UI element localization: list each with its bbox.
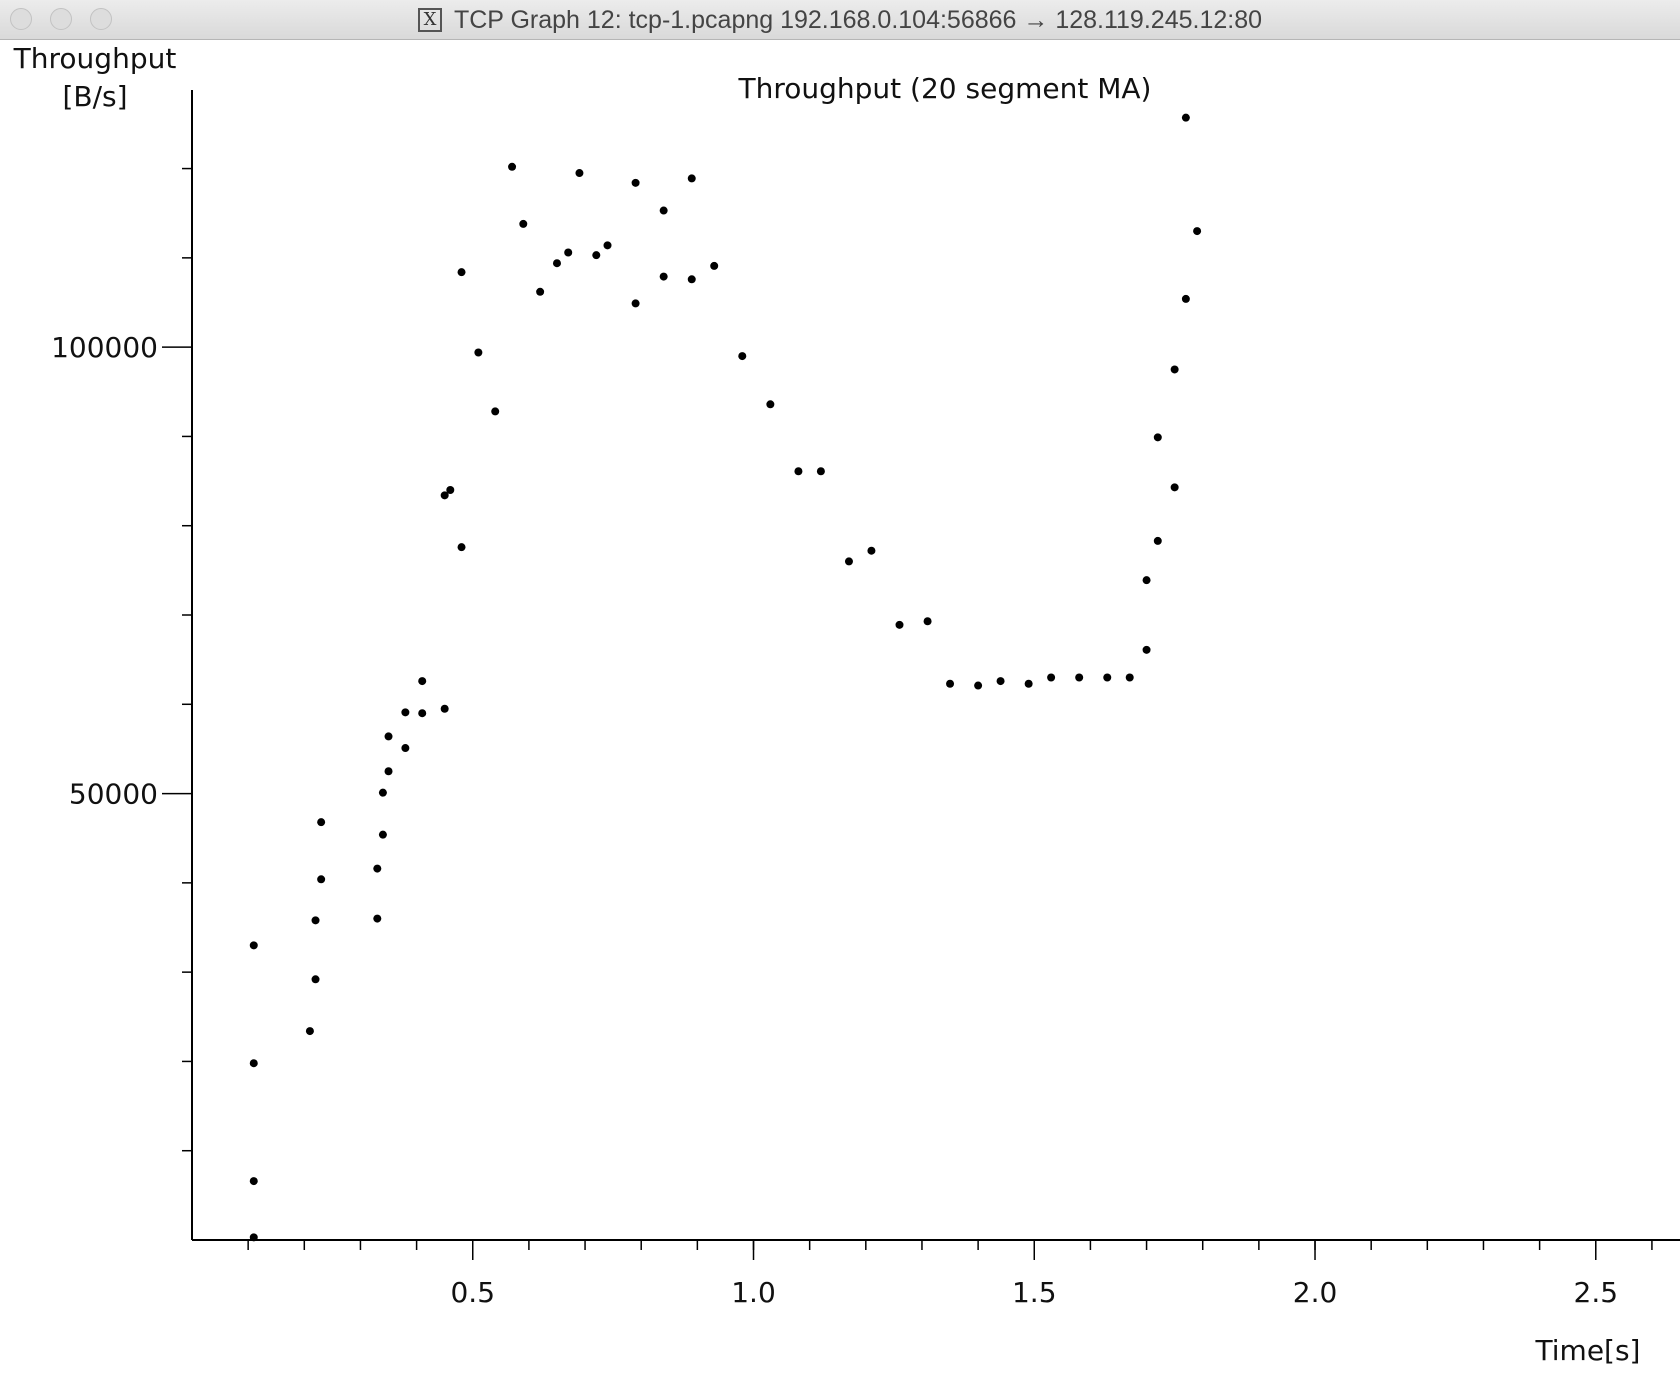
data-point [974,681,983,690]
data-point [519,219,528,228]
y-tick-label: 100000 [51,331,158,364]
data-point [317,875,326,884]
window-title-group: X TCP Graph 12: tcp-1.pcapng 192.168.0.1… [0,0,1680,40]
data-point [816,467,825,476]
y-axis-label-line2: [B/s] [62,80,127,113]
data-point [575,169,584,178]
data-point [373,864,382,873]
chart-title: Throughput (20 segment MA) [738,72,1152,105]
data-point [249,1177,258,1186]
data-point [631,299,640,308]
data-point [844,557,853,566]
data-point [738,352,747,361]
data-point [592,251,601,260]
data-point [457,268,466,277]
data-point [311,916,320,925]
data-point [996,677,1005,686]
data-point [1193,227,1202,236]
data-point [249,1233,258,1242]
data-point [418,677,427,686]
window-titlebar: X TCP Graph 12: tcp-1.pcapng 192.168.0.1… [0,0,1680,40]
data-point [401,744,410,753]
x11-icon: X [417,8,442,32]
y-tick-label: 50000 [69,778,158,811]
data-point [603,241,612,250]
data-point [536,287,545,296]
data-point [687,174,696,183]
data-point [687,275,696,284]
data-point [305,1027,314,1036]
x-tick-label: 2.5 [1574,1276,1619,1309]
x-tick-label: 1.0 [731,1276,776,1309]
data-point [631,178,640,187]
data-point [1142,576,1151,585]
x-tick-label: 1.5 [1012,1276,1057,1309]
chart-area[interactable]: Throughput (20 segment MA) Throughput [B… [0,40,1680,1376]
data-point [659,206,668,215]
data-point [1153,536,1162,545]
y-axis-label-line1: Throughput [13,42,177,75]
data-point [710,261,719,270]
data-point [1153,433,1162,442]
data-point [1170,483,1179,492]
data-point [401,708,410,717]
data-point [384,732,393,741]
data-point [249,941,258,950]
data-point [491,407,500,416]
data-point [508,162,517,171]
data-point [1024,679,1033,688]
data-point [418,709,427,718]
data-point [446,486,455,494]
data-point [378,830,387,839]
close-window-button[interactable] [10,8,32,30]
data-point [1125,673,1134,682]
data-point [311,975,320,984]
data-point [440,491,449,500]
x-axis-label: Time[s] [1535,1334,1641,1367]
data-point [564,248,573,257]
data-point [474,348,483,357]
throughput-chart[interactable]: Throughput (20 segment MA) Throughput [B… [0,40,1680,1376]
data-point [378,788,387,797]
data-point [457,543,466,552]
data-point [659,272,668,281]
data-point [249,1059,258,1068]
data-point [440,704,449,713]
minimize-window-button[interactable] [50,8,72,30]
data-point [1103,673,1112,682]
data-point [794,467,803,476]
data-point [766,400,775,409]
data-point [1181,294,1190,303]
data-point [1075,673,1084,682]
zoom-window-button[interactable] [90,8,112,30]
data-point [373,914,382,923]
window-title: TCP Graph 12: tcp-1.pcapng 192.168.0.104… [453,5,1263,34]
data-point [552,259,561,268]
data-point [1142,645,1151,654]
data-point [1181,113,1190,122]
data-point [923,617,932,626]
data-point [946,679,955,688]
data-point [384,767,393,776]
x-tick-label: 0.5 [450,1276,495,1309]
data-point [1170,365,1179,374]
data-point [317,818,326,827]
x-tick-label: 2.0 [1293,1276,1338,1309]
data-point [895,620,904,629]
data-point [1047,673,1056,682]
data-point [867,546,876,555]
